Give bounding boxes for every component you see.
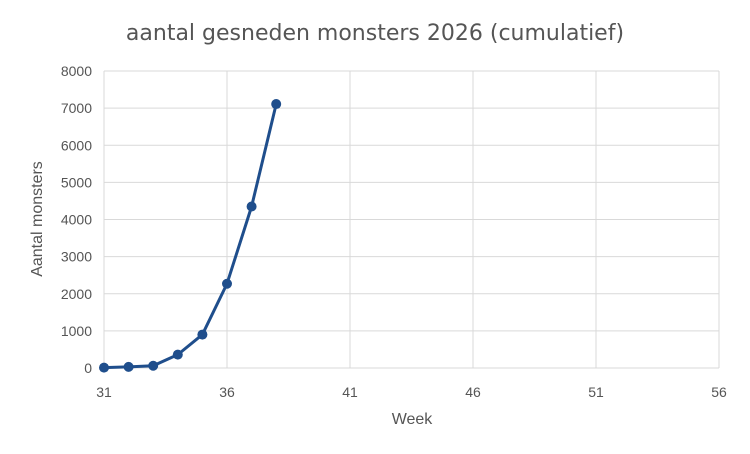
x-tick-label: 31 xyxy=(96,384,112,400)
y-tick-label: 7000 xyxy=(61,100,92,116)
x-tick-label: 56 xyxy=(711,384,727,400)
gridlines xyxy=(103,70,720,369)
data-point xyxy=(197,329,208,340)
x-tick-label: 51 xyxy=(588,384,604,400)
data-point xyxy=(271,99,282,110)
x-tick-label: 46 xyxy=(465,384,481,400)
data-point xyxy=(172,349,183,360)
y-axis-label: Aantal monsters xyxy=(29,161,46,277)
x-axis-label: Week xyxy=(392,411,434,428)
y-axis-ticks: 0 1000 2000 3000 4000 5000 6000 7000 8000 xyxy=(61,63,92,376)
data-point xyxy=(99,362,109,373)
y-tick-label: 2000 xyxy=(61,286,92,302)
data-point xyxy=(148,360,159,371)
x-tick-label: 36 xyxy=(219,384,235,400)
data-point xyxy=(246,201,257,212)
y-tick-label: 1000 xyxy=(61,323,92,339)
y-tick-label: 4000 xyxy=(61,212,92,228)
series-line xyxy=(103,103,278,370)
data-point xyxy=(123,361,134,372)
y-tick-label: 6000 xyxy=(61,137,92,153)
y-tick-label: 8000 xyxy=(61,63,92,79)
x-tick-label: 41 xyxy=(342,384,358,400)
x-axis-ticks: 31 36 41 46 51 56 xyxy=(96,384,727,400)
series xyxy=(99,99,282,373)
y-tick-label: 5000 xyxy=(61,174,92,190)
y-tick-label: 3000 xyxy=(61,249,92,265)
y-tick-label: 0 xyxy=(84,360,92,376)
chart-title: aantal gesneden monsters 2026 (cumulatie… xyxy=(126,21,624,46)
data-point xyxy=(222,278,232,289)
